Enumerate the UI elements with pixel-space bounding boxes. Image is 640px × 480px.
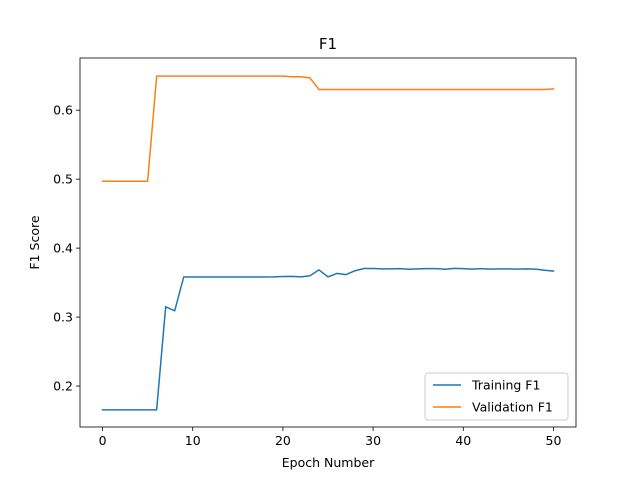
y-axis: 0.2 0.3 0.4 0.5 0.6 — [53, 103, 80, 394]
legend-label-training-f1: Training F1 — [471, 378, 540, 393]
x-tick-label: 0 — [99, 433, 107, 448]
x-axis-label: Epoch Number — [282, 455, 375, 470]
x-tick-label: 20 — [275, 433, 291, 448]
y-tick-label: 0.4 — [53, 241, 73, 256]
y-tick-label: 0.3 — [53, 310, 73, 325]
x-axis: 0 10 20 30 40 50 — [99, 427, 562, 448]
y-axis-label: F1 Score — [27, 215, 42, 269]
x-tick-label: 40 — [455, 433, 471, 448]
x-tick-label: 30 — [365, 433, 381, 448]
legend-label-validation-f1: Validation F1 — [472, 400, 553, 415]
series-line-training-f1 — [101, 267, 555, 411]
y-tick-label: 0.6 — [53, 103, 73, 118]
legend: Training F1 Validation F1 — [424, 372, 569, 421]
series-layer — [101, 75, 555, 411]
x-tick-label: 50 — [546, 433, 562, 448]
plot-frame — [79, 57, 577, 428]
chart-title: F1 — [319, 35, 337, 53]
y-tick-label: 0.2 — [53, 379, 73, 394]
x-tick-label: 10 — [185, 433, 201, 448]
y-tick-label: 0.5 — [53, 172, 73, 187]
series-line-validation-f1 — [101, 75, 555, 182]
